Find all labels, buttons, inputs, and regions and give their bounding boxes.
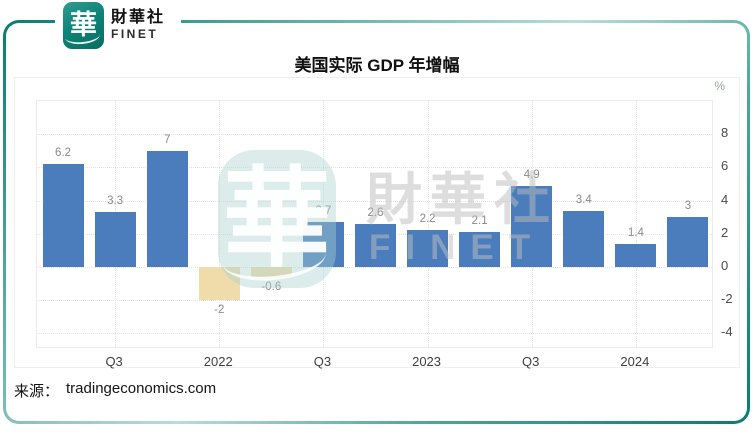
chart-title: 美国实际 GDP 年增幅: [294, 56, 460, 75]
bar-value-label: 2.2: [419, 213, 436, 226]
gridline-h: [37, 267, 712, 268]
gridline-v: [427, 101, 429, 347]
x-tick-label: 2022: [203, 354, 233, 369]
bar: [459, 232, 501, 267]
finet-logo-mark: 華: [63, 2, 104, 49]
bar-value-label: 2.6: [367, 206, 384, 219]
y-tick-label: 0: [721, 258, 729, 273]
x-tick-label: Q3: [105, 354, 123, 369]
finet-logo: 華 財華社 FINET: [55, 0, 182, 52]
finet-logo-glyph: 華: [70, 10, 97, 40]
x-tick-label: Q3: [522, 354, 540, 369]
source-line: 来源： tradingeconomics.com: [14, 380, 216, 401]
finet-logo-text: 財華社 FINET: [111, 2, 165, 42]
gridline-h: [37, 200, 712, 202]
bar-value-label: 2.1: [471, 215, 488, 228]
y-axis-unit-label: %: [714, 79, 725, 93]
gridline-v: [635, 101, 637, 347]
bar: [511, 185, 553, 267]
bar-value-label: 6.2: [55, 147, 72, 160]
y-tick-label: -2: [721, 291, 733, 307]
gridline-v: [219, 101, 221, 347]
x-tick-label: 2023: [412, 354, 442, 369]
source-url: tradingeconomics.com: [66, 380, 217, 397]
bar-value-label: 3: [684, 200, 692, 213]
bar: [407, 230, 449, 267]
finet-logo-name-en: FINET: [111, 26, 159, 41]
bar: [250, 267, 292, 277]
x-tick-label: Q3: [313, 354, 332, 369]
bar-value-label: 7: [163, 133, 171, 146]
bar-value-label: 3.3: [107, 195, 124, 208]
bar: [94, 212, 136, 267]
x-tick-label: 2024: [620, 354, 650, 369]
bar: [302, 222, 344, 267]
gridline-h: [37, 300, 712, 302]
bar: [355, 223, 396, 267]
bar-value-label: 1.4: [627, 226, 644, 239]
bar-value-label: -2: [214, 304, 225, 317]
y-tick-label: -4: [721, 324, 733, 340]
bar: [563, 210, 605, 267]
source-label: 来源：: [14, 383, 60, 400]
chart-card: % 6.2 3.3 7 -2 -0.6 2.7 2.6 2.2 2.1 4.9 3.4 1.4 3 Q3…: [14, 77, 740, 369]
plot-area: 6.2 3.3 7 -2 -0.6 2.7 2.6 2.2 2.1 4.9 3.4 1.4 3: [36, 100, 713, 348]
y-tick-label: 2: [721, 224, 729, 240]
bar: [615, 243, 657, 267]
y-tick-label: 8: [721, 125, 729, 141]
bar: [42, 164, 84, 267]
gridline-h: [37, 134, 712, 136]
bar-value-label: 2.7: [315, 205, 332, 218]
y-tick-label: 6: [721, 158, 729, 174]
y-tick-label: 4: [721, 191, 729, 207]
bar-value-label: -0.6: [261, 280, 282, 293]
bar: [146, 150, 188, 267]
bar: [198, 267, 240, 301]
bar: [667, 217, 709, 267]
finet-logo-name-zh: 財華社: [111, 9, 166, 26]
bar-value-label: 4.9: [523, 168, 540, 181]
gridline-h: [37, 167, 712, 169]
bar-value-label: 3.4: [575, 193, 592, 206]
gridline-h: [37, 333, 712, 335]
